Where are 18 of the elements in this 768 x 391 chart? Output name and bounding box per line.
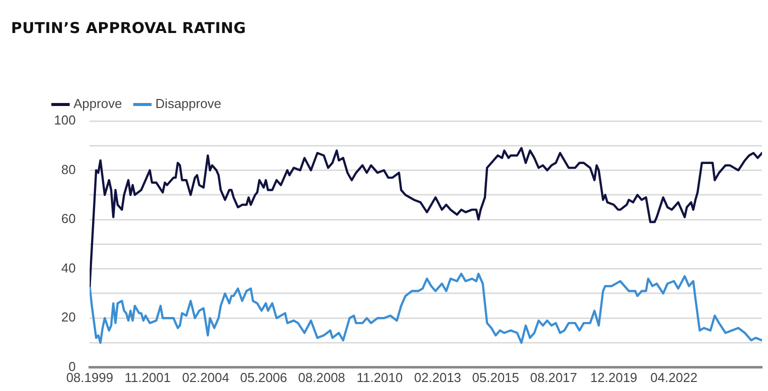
x-tick-label: 11.2001 [124,370,171,385]
y-tick-label: 80 [61,162,76,177]
y-tick-label: 20 [61,310,76,325]
legend-label: Approve [74,96,122,112]
y-tick-label: 100 [54,112,76,128]
y-tick-label: 40 [61,260,76,276]
x-tick-label: 02.2013 [414,370,462,385]
y-tick-label: 60 [61,211,76,226]
x-tick-label: 12.2019 [590,370,638,385]
x-tick-label: 08.2017 [530,370,578,385]
x-tick-label: 05.2006 [240,370,288,385]
x-tick-label: 08.2008 [298,370,346,385]
chart-title: PUTIN’S APPROVAL RATING [11,19,246,37]
x-tick-label: 04.2022 [650,370,698,385]
x-tick-label: 02.2004 [182,370,230,385]
x-tick-label: 05.2015 [472,370,520,385]
x-tick-label: 11.2010 [356,370,403,385]
legend-label: Disapprove [155,96,222,112]
